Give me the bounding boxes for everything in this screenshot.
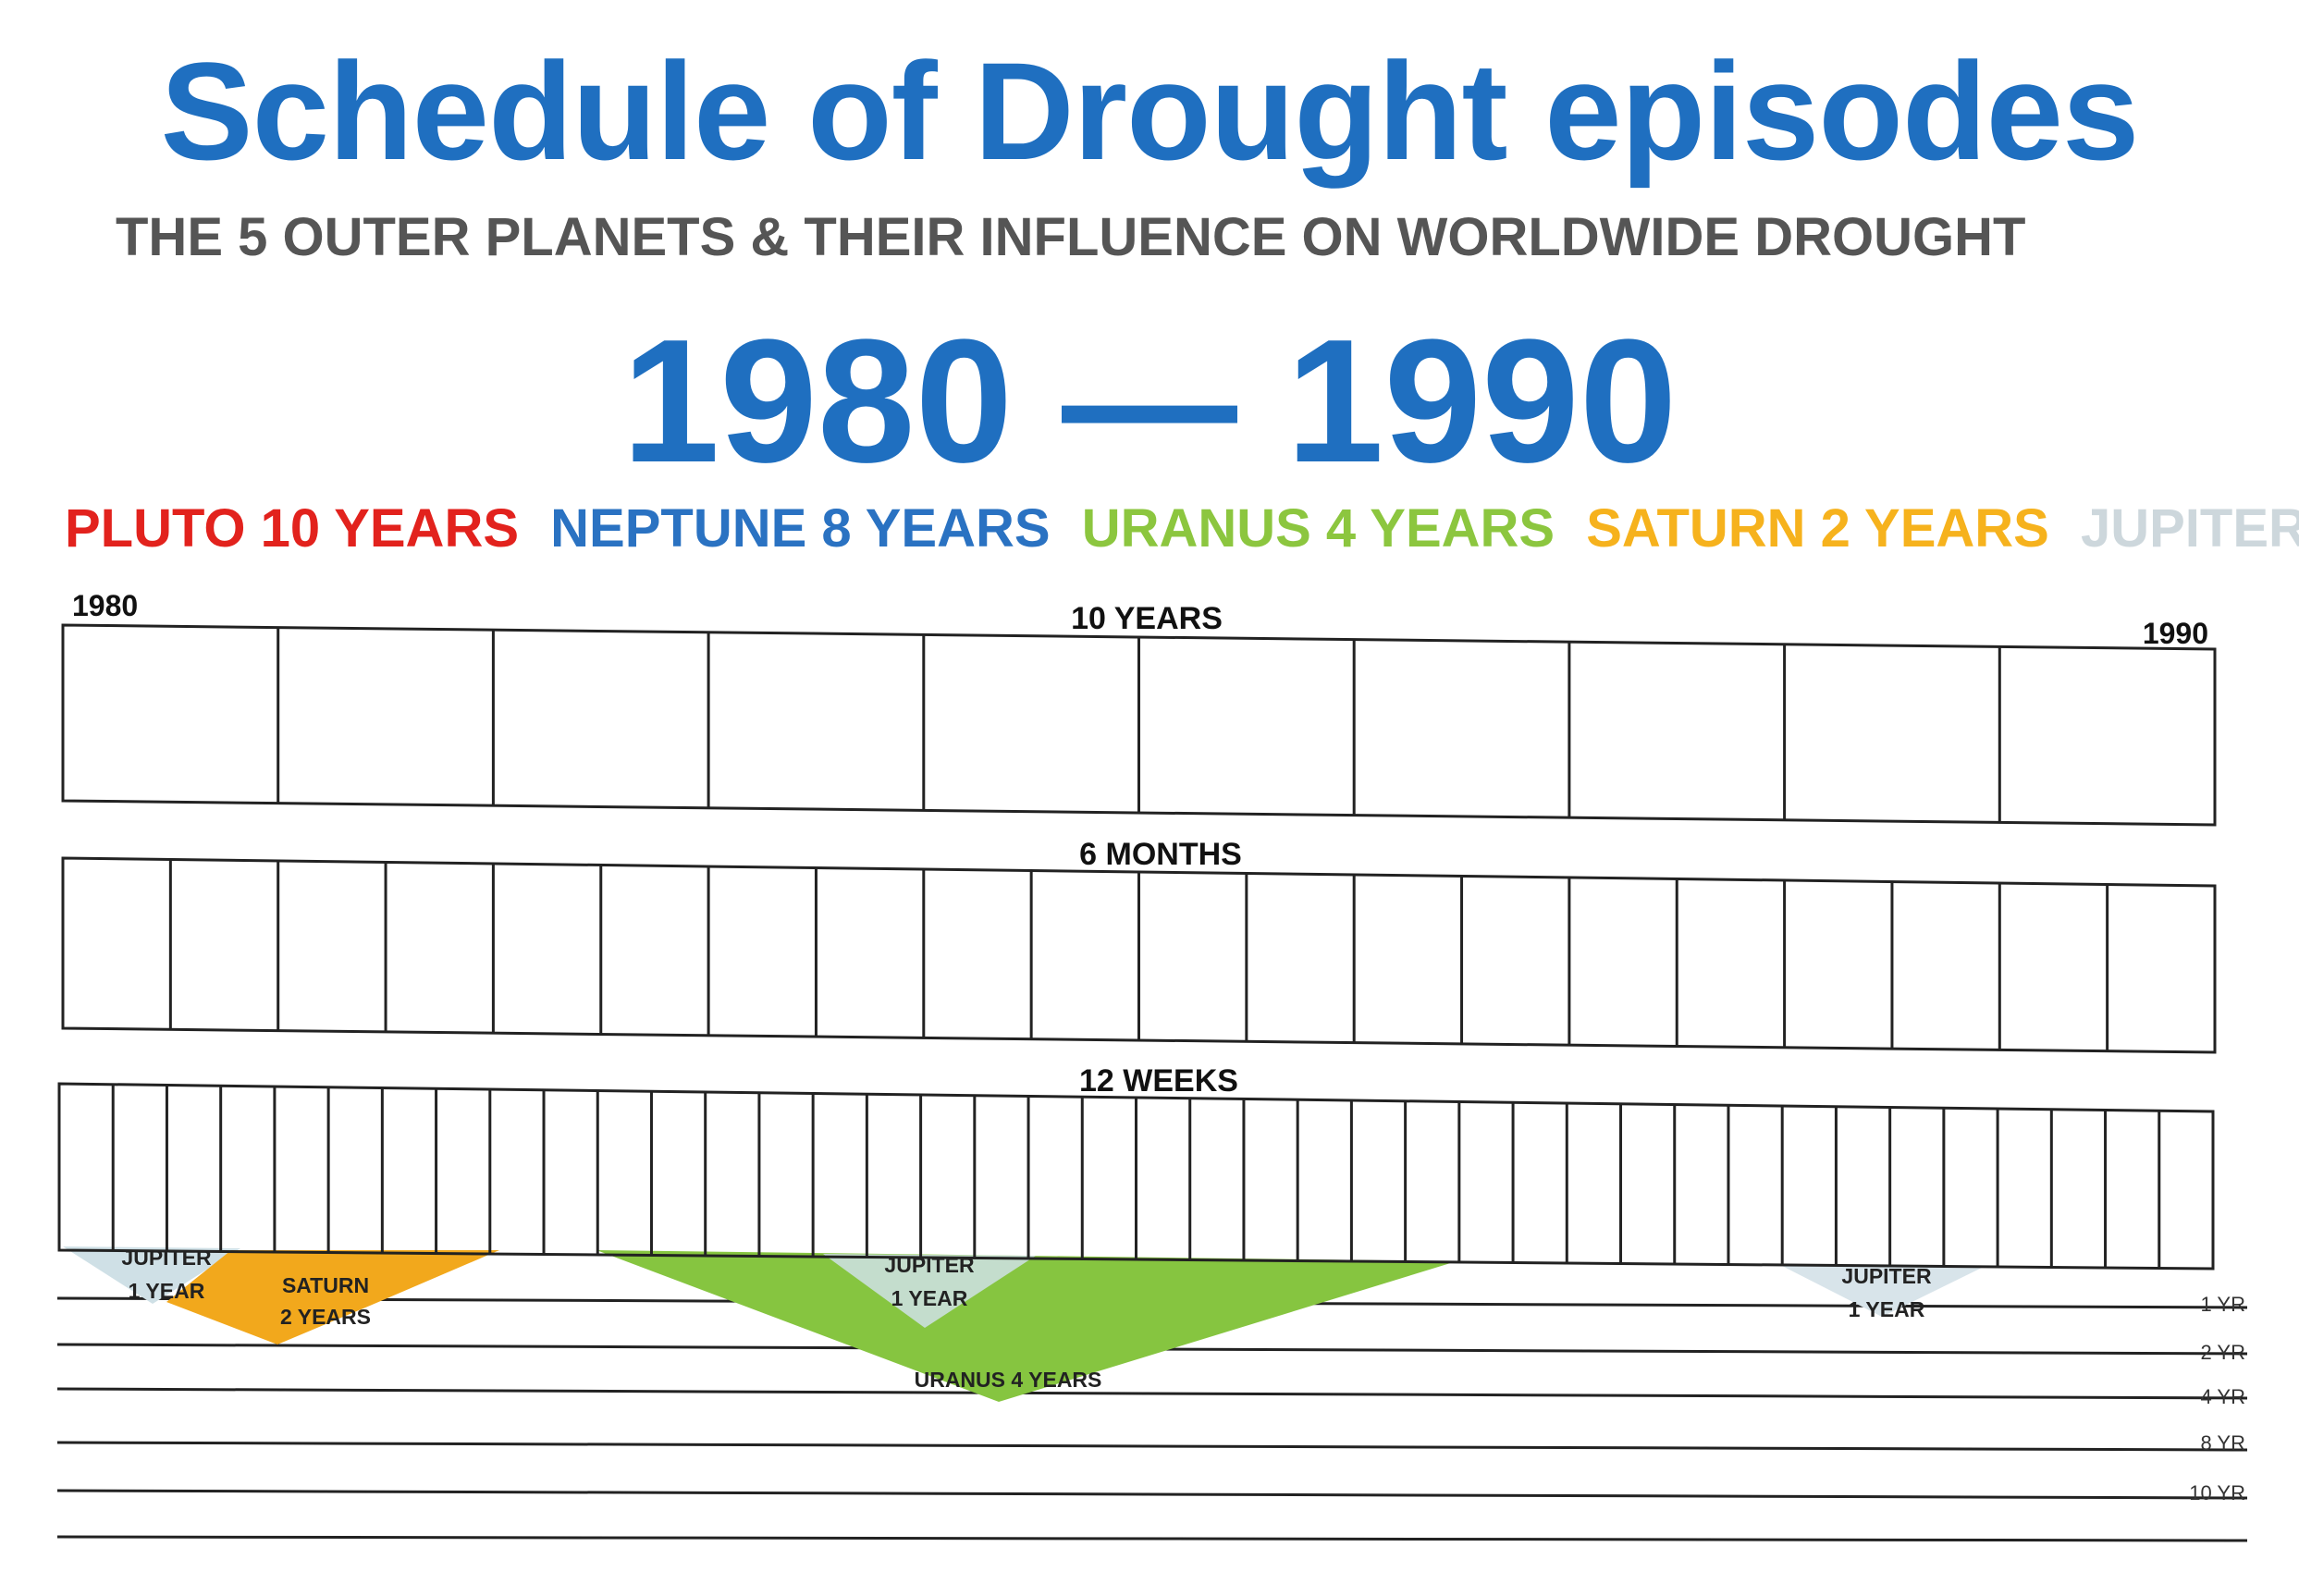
row-6-months (61, 856, 2217, 1054)
scale-line-bottom (56, 1535, 2248, 1542)
row-label-12-weeks: 12 WEEKS (1079, 1063, 1238, 1099)
uranus-episode-shape (596, 1250, 1457, 1402)
row-12-weeks (57, 1082, 2215, 1271)
scale-line-4yr (56, 1387, 2248, 1400)
planet-legend: PLUTO 10 YEARS NEPTUNE 8 YEARS URANUS 4 … (65, 499, 2299, 559)
episode-label-saturn-line2: 2 YEARS (280, 1305, 371, 1329)
row-label-10-years: 10 YEARS (1071, 601, 1223, 636)
scale-line-8yr (56, 1441, 2248, 1452)
scale-label-1yr: 1 YR (2200, 1293, 2245, 1316)
episode-label-saturn-line1: SATURN (282, 1273, 369, 1297)
scale-line-10yr (56, 1489, 2248, 1500)
row-10-years (61, 623, 2217, 827)
legend-item-neptune: NEPTUNE 8 YEARS (550, 498, 1051, 559)
episode-label-jupiter-2-line2: 1 YEAR (891, 1286, 968, 1310)
timeline-end-year: 1990 (2143, 617, 2208, 650)
years-range: 1980 — 1990 (621, 303, 1678, 499)
scale-label-8yr: 8 YR (2200, 1431, 2245, 1455)
timeline-start-year: 1980 (72, 589, 138, 622)
scale-label-4yr: 4 YR (2200, 1385, 2245, 1408)
jupiter-episode-shape-2 (823, 1254, 1036, 1328)
legend-item-saturn: SATURN 2 YEARS (1586, 498, 2049, 559)
page-subtitle: THE 5 OUTER PLANETS & THEIR INFLUENCE ON… (116, 207, 2026, 267)
timeline-grid (57, 623, 2217, 1271)
saturn-episode-shape (166, 1250, 499, 1344)
row-12w-outline (57, 1082, 2215, 1271)
jupiter-episode-shape-1 (63, 1246, 240, 1304)
episode-label-jupiter-3-line1: JUPITER (1841, 1264, 1932, 1288)
legend-item-pluto: PLUTO 10 YEARS (65, 498, 520, 559)
jupiter-episode-shape-3 (1780, 1265, 1984, 1317)
drought-episodes (63, 1246, 1984, 1402)
row-10y-outline (61, 623, 2217, 827)
episode-label-uranus: URANUS 4 YEARS (915, 1368, 1102, 1392)
legend-item-jupiter: JUPITER 1 (2080, 498, 2299, 559)
episode-label-jupiter-1-line2: 1 YEAR (129, 1279, 205, 1303)
scale-label-2yr: 2 YR (2200, 1341, 2245, 1364)
legend-item-uranus: URANUS 4 YEARS (1081, 498, 1555, 559)
page-title: Schedule of Drought episodes (160, 33, 2140, 189)
scale-label-10yr: 10 YR (2189, 1481, 2245, 1504)
row-6m-outline (61, 856, 2217, 1054)
row-label-6-months: 6 MONTHS (1079, 837, 1242, 872)
episode-label-jupiter-3-line2: 1 YEAR (1849, 1297, 1925, 1321)
